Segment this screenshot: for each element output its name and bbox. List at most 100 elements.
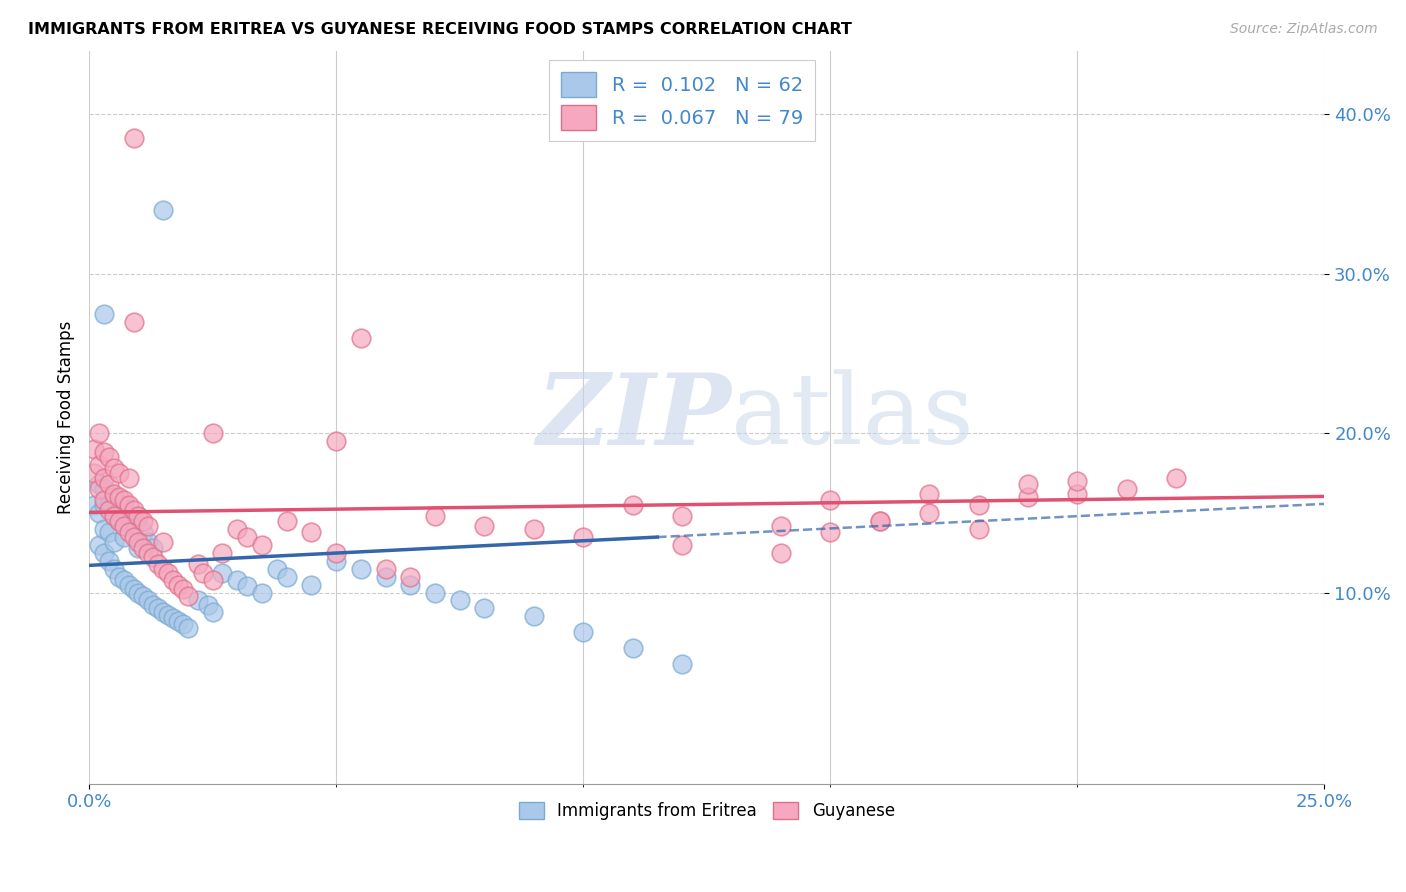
Point [152,534,174,549]
Point [201,426,224,441]
Point [325,546,347,560]
Point [87,538,110,552]
Point [127,541,149,555]
Point [87,482,110,496]
Point [83,466,105,480]
Point [103,508,125,523]
Point [572,530,595,544]
Point [172,582,194,597]
Point [967,498,990,512]
Point [93,445,115,459]
Point [191,566,214,581]
Point [152,605,174,619]
Point [869,514,891,528]
Point [132,524,155,539]
Point [122,131,145,145]
Text: Source: ZipAtlas.com: Source: ZipAtlas.com [1230,22,1378,37]
Point [211,566,233,581]
Point [87,477,110,491]
Point [107,514,129,528]
Point [236,530,259,544]
Point [117,577,139,591]
Point [93,522,115,536]
Point [107,466,129,480]
Point [474,518,496,533]
Y-axis label: Receiving Food Stamps: Receiving Food Stamps [58,320,75,514]
Point [157,607,180,622]
Point [226,522,249,536]
Point [820,524,842,539]
Point [201,573,224,587]
Point [1115,482,1137,496]
Point [918,506,941,520]
Point [127,508,149,523]
Point [138,518,160,533]
Point [138,593,160,607]
Point [423,585,446,599]
Point [97,554,120,568]
Legend: Immigrants from Eritrea, Guyanese: Immigrants from Eritrea, Guyanese [512,795,901,827]
Point [187,593,209,607]
Point [820,493,842,508]
Point [172,617,194,632]
Point [117,524,139,539]
Point [399,569,422,583]
Point [350,330,373,344]
Point [918,486,941,500]
Point [374,561,396,575]
Text: IMMIGRANTS FROM ERITREA VS GUYANESE RECEIVING FOOD STAMPS CORRELATION CHART: IMMIGRANTS FROM ERITREA VS GUYANESE RECE… [28,22,852,37]
Point [112,493,135,508]
Point [138,546,160,560]
Point [769,518,792,533]
Point [869,514,891,528]
Point [1066,474,1088,488]
Point [93,482,115,496]
Point [157,566,180,581]
Point [449,593,471,607]
Point [122,530,145,544]
Point [152,561,174,575]
Point [127,534,149,549]
Point [83,498,105,512]
Point [142,599,165,613]
Point [138,534,160,549]
Point [93,493,115,508]
Point [103,486,125,500]
Point [671,508,693,523]
Point [97,524,120,539]
Point [769,546,792,560]
Point [250,538,273,552]
Point [197,599,219,613]
Point [1166,471,1188,485]
Point [276,514,298,528]
Point [117,498,139,512]
Point [276,569,298,583]
Point [103,561,125,575]
Point [97,477,120,491]
Point [97,498,120,512]
Point [112,573,135,587]
Point [399,577,422,591]
Point [299,524,322,539]
Text: atlas: atlas [731,369,974,465]
Point [112,498,135,512]
Point [87,426,110,441]
Point [474,601,496,615]
Point [162,611,184,625]
Point [87,458,110,472]
Point [350,561,373,575]
Point [299,577,322,591]
Point [162,573,184,587]
Point [523,522,546,536]
Point [1066,486,1088,500]
Point [107,490,129,504]
Point [201,605,224,619]
Point [167,614,190,628]
Point [177,621,200,635]
Point [122,315,145,329]
Point [127,585,149,599]
Point [211,546,233,560]
Point [122,518,145,533]
Point [112,530,135,544]
Point [1017,477,1039,491]
